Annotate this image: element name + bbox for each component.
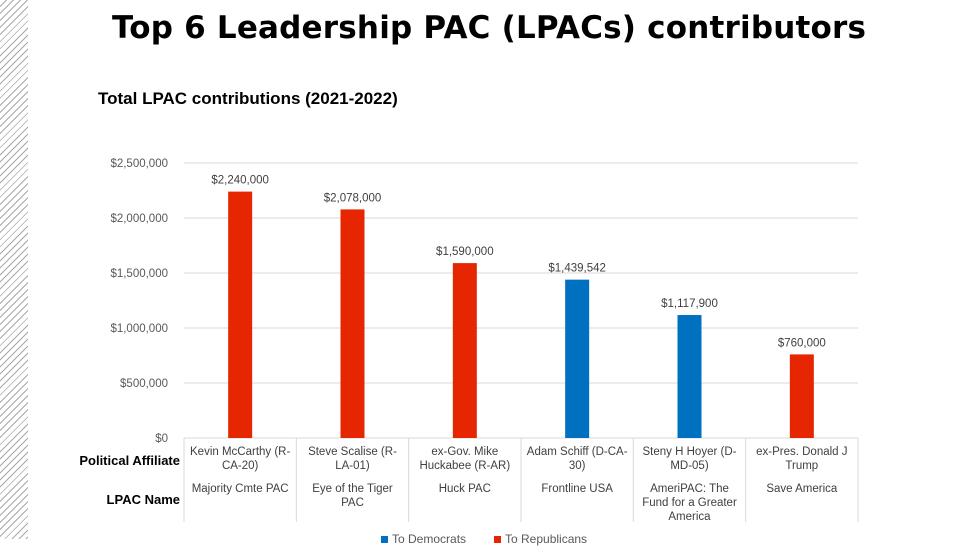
y-tick-label: $2,000,000 <box>110 213 168 225</box>
data-table-lines <box>183 438 859 522</box>
bars <box>228 191 814 438</box>
data-label: $760,000 <box>778 337 826 349</box>
bar <box>452 263 477 438</box>
table-cell-lpac: AmeriPAC: The Fund for a Greater America <box>642 483 737 523</box>
legend-label-democrats: To Democrats <box>392 532 467 546</box>
bar <box>565 279 590 438</box>
table-cell-lpac: Huck PAC <box>438 483 491 495</box>
data-labels: $2,240,000 $2,078,000 $1,590,000 $1,439,542… <box>211 175 825 350</box>
table-cell-lpac: Majority Cmte PAC <box>191 483 289 495</box>
table-cell-affiliate: Kevin McCarthy (R-CA-20) <box>190 446 291 472</box>
data-label: $1,590,000 <box>436 246 494 258</box>
data-label: $2,240,000 <box>211 175 269 187</box>
bar <box>789 354 814 438</box>
row-label-lpac: LPAC Name <box>106 492 180 507</box>
table-cell-affiliate: ex-Gov. Mike Huckabee (R-AR) <box>419 446 511 472</box>
table-cell-lpac: Eye of the Tiger PAC <box>312 483 393 509</box>
data-label: $2,078,000 <box>324 192 382 204</box>
legend-item-democrats: To Democrats <box>381 532 466 546</box>
gridlines <box>184 162 858 439</box>
page-title: Top 6 Leadership PAC (LPACs) contributor… <box>112 10 867 46</box>
y-tick-label: $1,000,000 <box>110 323 168 335</box>
y-tick-label: $500,000 <box>120 378 168 390</box>
data-label: $1,117,900 <box>661 298 718 310</box>
hatched-border-decoration <box>0 0 28 539</box>
bar <box>340 209 365 438</box>
row-label-affiliate: Political Affiliate <box>79 453 180 468</box>
chart-subtitle: Total LPAC contributions (2021-2022) <box>98 89 398 108</box>
bar <box>677 315 702 438</box>
data-label: $1,439,542 <box>548 263 606 275</box>
table-cell-affiliate: Adam Schiff (D-CA-30) <box>526 446 628 472</box>
table-cell-affiliate: Steny H Hoyer (D-MD-05) <box>642 446 737 472</box>
table-cell-affiliate: Steve Scalise (R-LA-01) <box>308 446 397 472</box>
table-cell-lpac: Frontline USA <box>541 483 613 495</box>
y-tick-label: $0 <box>155 433 168 445</box>
legend-label-republicans: To Republicans <box>505 532 588 546</box>
table-cell-lpac: Save America <box>766 483 838 495</box>
y-tick-label: $2,500,000 <box>110 158 168 170</box>
table-cell-affiliate: ex-Pres. Donald J Trump <box>756 446 848 472</box>
y-tick-label: $1,500,000 <box>110 268 168 280</box>
bar <box>228 191 253 438</box>
legend-swatch-democrats <box>381 536 388 544</box>
y-axis-ticks: $0 $500,000 $1,000,000 $1,500,000 $2,000,000… <box>110 158 168 445</box>
legend-item-republicans: To Republicans <box>494 532 587 546</box>
legend-swatch-republicans <box>494 536 501 544</box>
